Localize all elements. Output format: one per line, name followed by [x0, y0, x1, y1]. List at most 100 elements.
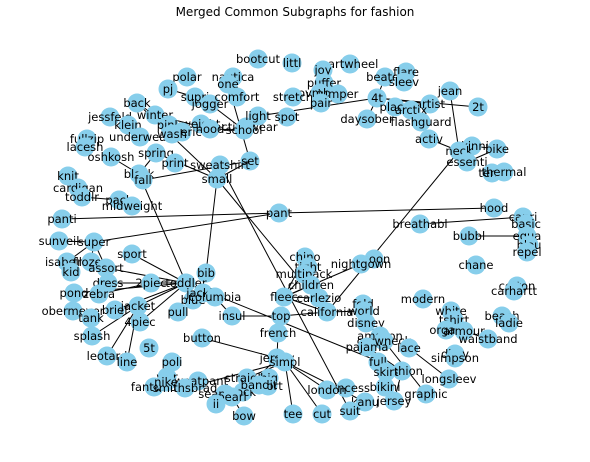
- graph-node: 4t: [367, 88, 387, 108]
- node-circle: [392, 361, 412, 381]
- graph-node: breathabl: [392, 214, 448, 234]
- node-label: armour: [443, 324, 485, 338]
- graph-node: button: [183, 328, 221, 348]
- node-label: nike: [154, 375, 178, 389]
- node-circle: [207, 169, 227, 189]
- node-label: fall: [134, 173, 152, 187]
- node-circle: [357, 337, 377, 357]
- node-circle: [311, 93, 331, 113]
- graph-node: wash: [157, 124, 187, 144]
- node-circle: [63, 301, 83, 321]
- node-label: bow: [232, 409, 256, 423]
- graph-edge: [201, 337, 278, 359]
- node-label: bib: [197, 266, 215, 280]
- node-circle: [517, 242, 537, 262]
- node-label: pj: [163, 82, 174, 96]
- graph-node: repel: [512, 242, 542, 262]
- graph-node: jogger: [191, 94, 229, 114]
- node-circle: [234, 406, 254, 426]
- graph-node: columbia: [189, 287, 242, 307]
- node-label: 5t: [143, 341, 155, 355]
- node-circle: [128, 296, 148, 316]
- graph-node: disney: [347, 313, 385, 333]
- node-label: isabella: [45, 255, 89, 269]
- node-label: world: [348, 304, 380, 318]
- node-label: cut: [313, 407, 332, 421]
- graph-node: sport: [117, 244, 147, 264]
- graph-node: leotard: [87, 346, 128, 366]
- node-circle: [175, 378, 195, 398]
- node-label: toddlr: [65, 190, 99, 204]
- node-label: fleec: [270, 290, 298, 304]
- node-label: jacket: [120, 299, 156, 313]
- node-circle: [312, 404, 332, 424]
- node-label: smithsbrad: [153, 381, 218, 395]
- graph-node: french: [260, 323, 297, 343]
- graph-node: insul: [219, 306, 245, 326]
- node-circle: [177, 67, 197, 87]
- graph-node: activ: [415, 129, 443, 149]
- graph-node: toddlr: [65, 187, 99, 207]
- node-circle: [145, 105, 165, 125]
- node-circle: [340, 401, 360, 421]
- graph-node: graphic: [404, 384, 448, 404]
- node-circle: [165, 153, 185, 173]
- node-circle: [100, 107, 120, 127]
- graph-node: jumper: [317, 84, 359, 104]
- node-circle: [96, 258, 116, 278]
- node-label: splash: [74, 329, 111, 343]
- node-label: columbia: [189, 290, 242, 304]
- graph-node: cardigan: [53, 178, 103, 198]
- node-circle: [504, 281, 524, 301]
- node-circle: [200, 94, 220, 114]
- node-circle: [105, 300, 125, 320]
- node-circle: [141, 273, 161, 293]
- node-label: jogger: [191, 97, 229, 111]
- graph-node: underwear: [109, 127, 171, 147]
- node-label: longsleev: [422, 372, 477, 386]
- node-label: waistband: [458, 332, 517, 346]
- graph-node: simpson: [431, 348, 479, 368]
- node-label: activ: [415, 132, 443, 146]
- graph-node: ladie: [495, 313, 523, 333]
- node-label: oshkosh: [88, 150, 135, 164]
- node-circle: [97, 346, 117, 366]
- node-label: pull: [168, 305, 189, 319]
- node-label: bikini: [370, 380, 401, 394]
- graph-node: essenti: [446, 152, 488, 172]
- node-label: 2piec: [135, 276, 166, 290]
- node-label: bike: [485, 142, 509, 156]
- node-label: assort: [88, 261, 124, 275]
- graph-node: bike: [485, 139, 509, 159]
- graph-node: nightgown: [331, 254, 391, 274]
- graph-node: brief: [102, 300, 129, 320]
- node-label: simpl: [270, 355, 301, 369]
- graph-node: stretch: [273, 87, 313, 107]
- graph-node: longsleev: [422, 369, 477, 389]
- node-circle: [468, 97, 488, 117]
- node-label: bandit: [241, 378, 278, 392]
- node-label: pair: [310, 96, 333, 110]
- graph-node: 2t: [468, 97, 488, 117]
- graph-node: simpl: [270, 352, 301, 372]
- node-label: polar: [172, 70, 202, 84]
- node-label: modern: [401, 292, 445, 306]
- node-circle: [127, 93, 147, 113]
- node-circle: [248, 106, 268, 126]
- node-label: joy: [313, 63, 331, 77]
- graph-node: carlezio: [297, 288, 342, 308]
- node-circle: [394, 72, 414, 92]
- node-circle: [269, 203, 289, 223]
- node-label: 4t: [371, 91, 383, 105]
- node-label: breathabl: [392, 217, 447, 231]
- graph-node: cartwheel: [322, 54, 379, 74]
- node-label: cartwheel: [322, 57, 379, 71]
- node-label: disney: [347, 316, 385, 330]
- node-label: leotard: [87, 349, 128, 363]
- node-label: sport: [117, 247, 147, 261]
- graph-node: skirt: [373, 362, 399, 382]
- node-label: carlezio: [297, 291, 342, 305]
- node-label: french: [260, 326, 297, 340]
- node-circle: [399, 338, 419, 358]
